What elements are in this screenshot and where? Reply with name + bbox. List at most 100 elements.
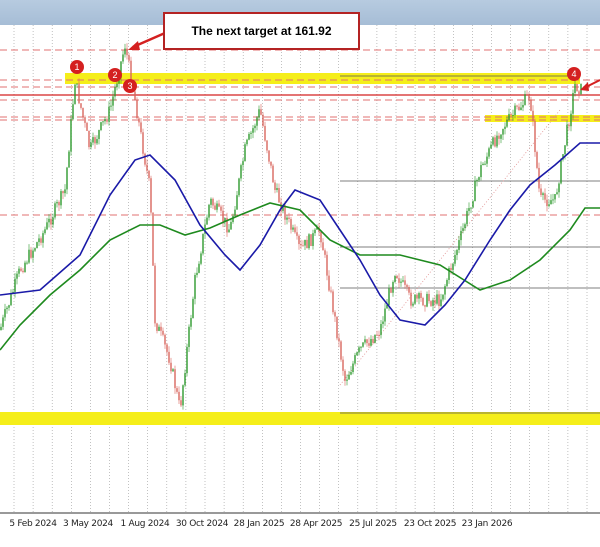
candle: [150, 178, 152, 213]
candle: [188, 326, 190, 348]
candle: [148, 170, 150, 179]
candle: [286, 217, 288, 220]
candle: [494, 137, 496, 147]
marker-1: 1: [70, 60, 84, 74]
candle: [394, 275, 396, 283]
candle: [350, 372, 352, 375]
candle: [472, 201, 474, 208]
candle: [428, 293, 430, 302]
candle: [398, 278, 400, 283]
candle: [58, 202, 60, 206]
candle: [474, 180, 476, 202]
candle: [72, 104, 74, 120]
candle: [504, 126, 506, 129]
candle: [304, 239, 306, 246]
x-tick-label: 1 Aug 2024: [120, 519, 170, 529]
candle: [94, 137, 96, 144]
x-tick-label: 25 Jul 2025: [349, 519, 397, 529]
candle: [156, 323, 158, 331]
candle: [422, 297, 424, 306]
candle: [520, 107, 522, 111]
candle: [516, 105, 518, 107]
candle: [362, 342, 364, 347]
candle: [424, 305, 426, 307]
candle: [302, 245, 304, 247]
candle: [558, 183, 560, 193]
candle: [234, 209, 236, 216]
candle: [260, 109, 262, 115]
candle: [576, 83, 578, 92]
candle: [82, 107, 84, 118]
candle: [108, 106, 110, 122]
candle: [366, 339, 368, 344]
candle: [202, 233, 204, 254]
candle: [178, 391, 180, 401]
candle: [490, 144, 492, 149]
candle: [414, 294, 416, 304]
marker-4-arrowhead: [580, 82, 589, 91]
candle: [116, 83, 118, 88]
candle: [378, 334, 380, 336]
candle: [512, 115, 514, 117]
candle: [26, 262, 28, 264]
candle: [566, 124, 568, 146]
candle: [12, 291, 14, 294]
candle: [292, 227, 294, 230]
candle: [500, 134, 502, 139]
candle: [262, 114, 264, 126]
candle: [266, 140, 268, 151]
candle: [120, 61, 122, 78]
candle: [534, 120, 536, 153]
candle: [18, 268, 20, 274]
candle: [310, 234, 312, 246]
candle: [102, 121, 104, 123]
candle: [0, 326, 2, 330]
candle: [40, 238, 42, 243]
candle: [166, 344, 168, 352]
candle: [164, 334, 166, 345]
candle: [200, 253, 202, 264]
candle: [46, 222, 48, 230]
candle: [432, 300, 434, 306]
candle: [390, 288, 392, 293]
candle: [380, 323, 382, 336]
candle: [406, 284, 408, 288]
candle: [6, 307, 8, 310]
candle: [506, 119, 508, 127]
candle: [76, 83, 78, 85]
candle: [438, 294, 440, 307]
candle: [144, 153, 146, 165]
candle: [434, 300, 436, 304]
candle: [328, 275, 330, 291]
candle: [370, 339, 372, 346]
candle: [186, 347, 188, 374]
candle: [22, 270, 24, 272]
candle: [466, 210, 468, 225]
candle: [224, 217, 226, 222]
candle: [430, 301, 432, 306]
candle: [106, 119, 108, 122]
candle: [220, 206, 222, 211]
candle: [290, 218, 292, 230]
candle: [300, 244, 302, 246]
candle: [358, 347, 360, 353]
candle: [212, 198, 214, 206]
candle: [338, 338, 340, 342]
candle: [90, 142, 92, 148]
candle: [270, 161, 272, 166]
slow-moving-average: [0, 202, 600, 351]
candle: [312, 233, 314, 246]
candle: [484, 163, 486, 165]
candle: [376, 334, 378, 336]
candle: [542, 193, 544, 195]
candle: [38, 238, 40, 243]
candle: [152, 212, 154, 266]
candle: [192, 298, 194, 319]
candle: [206, 217, 208, 225]
candle: [562, 154, 564, 160]
candle: [324, 250, 326, 255]
candle: [298, 235, 300, 245]
candle: [242, 161, 244, 166]
